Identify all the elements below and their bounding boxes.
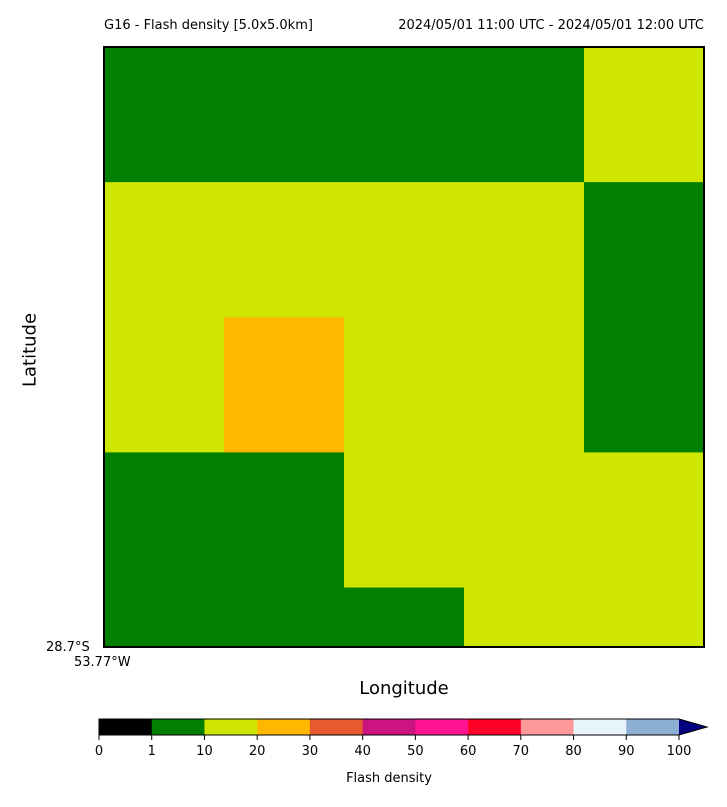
heatmap-cell — [584, 587, 705, 648]
heatmap-cell — [464, 452, 585, 589]
colorbar-segment — [573, 719, 627, 735]
heatmap-cell — [464, 47, 585, 183]
heatmap-cell — [224, 317, 345, 453]
heatmap-cell — [584, 317, 705, 453]
heatmap-cell — [224, 452, 345, 589]
heatmap-cell — [464, 317, 585, 453]
colorbar-segment — [309, 719, 363, 735]
heatmap-cell — [104, 587, 225, 648]
x-axis-label: Longitude — [359, 678, 449, 699]
heatmap-cell — [584, 452, 705, 589]
colorbar-segment — [257, 719, 311, 735]
colorbar-tick-label: 20 — [249, 744, 266, 759]
colorbar-segment — [520, 719, 574, 735]
corner-longitude-label: 53.77°W — [74, 655, 131, 670]
chart-title-left: G16 - Flash density [5.0x5.0km] — [104, 18, 313, 33]
colorbar-segment — [151, 719, 205, 735]
heatmap-cell — [344, 182, 465, 318]
colorbar-tick-label: 10 — [196, 744, 213, 759]
colorbar-tick-label: 100 — [667, 744, 692, 759]
colorbar-tick-label: 30 — [302, 744, 319, 759]
heatmap-cell — [344, 47, 465, 183]
heatmap-cell — [464, 182, 585, 318]
colorbar-segment — [362, 719, 416, 735]
heatmap-cell — [344, 317, 465, 453]
heatmap-cell — [584, 182, 705, 318]
colorbar-tick-label: 0 — [95, 744, 103, 759]
colorbar-tick-label: 60 — [460, 744, 477, 759]
colorbar-extend-arrow — [679, 719, 707, 735]
colorbar-tick-label: 90 — [618, 744, 635, 759]
heatmap-cell — [224, 587, 345, 648]
colorbar-segment — [204, 719, 258, 735]
heatmap-cell — [344, 452, 465, 589]
heatmap-cell — [104, 47, 225, 183]
heatmap-cell — [104, 317, 225, 453]
colorbar-segment — [626, 719, 680, 735]
corner-latitude-label: 28.7°S — [46, 640, 90, 655]
colorbar-segment — [468, 719, 522, 735]
colorbar-tick-label: 40 — [354, 744, 371, 759]
colorbar-tick-label: 70 — [513, 744, 530, 759]
plot-frame — [103, 46, 705, 648]
heatmap-cell — [584, 47, 705, 183]
chart-title-right: 2024/05/01 11:00 UTC - 2024/05/01 12:00 … — [398, 18, 704, 33]
heatmap-cell — [464, 587, 585, 648]
colorbar-tick-label: 80 — [565, 744, 582, 759]
heatmap-cell — [224, 47, 345, 183]
heatmap-cell — [224, 182, 345, 318]
colorbar-tick-label: 50 — [407, 744, 424, 759]
colorbar-tick-label: 1 — [148, 744, 156, 759]
heatmap-cells — [104, 47, 705, 648]
colorbar-segment — [415, 719, 469, 735]
colorbar-label: Flash density — [346, 771, 432, 786]
colorbar-segment — [99, 719, 153, 735]
heatmap-cell — [104, 452, 225, 589]
heatmap-cell — [104, 182, 225, 318]
colorbar-outline — [98, 718, 709, 736]
heatmap-cell — [344, 587, 465, 648]
colorbar: 0 1 10 20 30 40 50 60 70 80 90 100 — [95, 718, 709, 759]
